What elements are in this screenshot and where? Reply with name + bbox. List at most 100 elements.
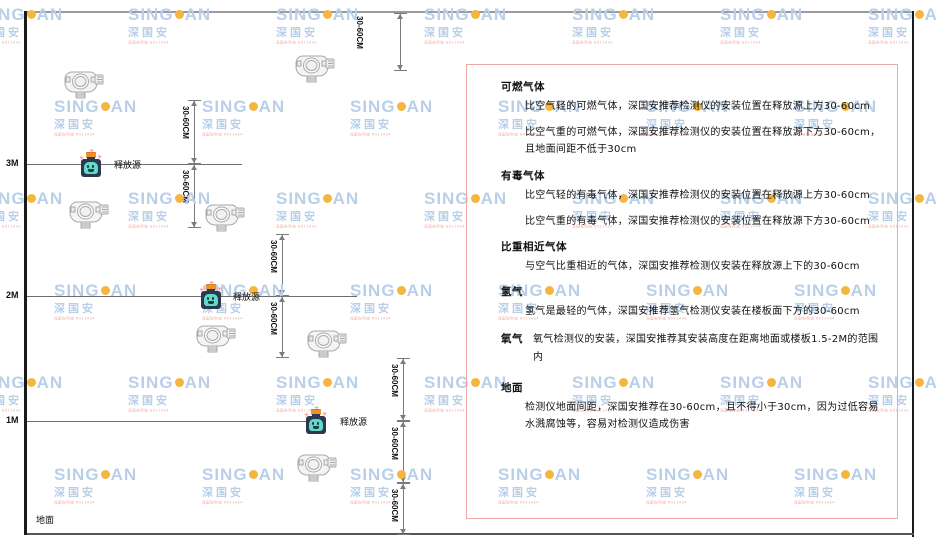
dimension-label-3m-above: 30-60CM — [181, 106, 190, 139]
section-paragraph: 检测仪地面间距，深国安推荐在30-60cm，且不得小于30cm，因为过低容易水溅… — [525, 401, 879, 430]
watermark-small: 深国安科技 6011434 — [350, 132, 392, 137]
watermark-small: 深国安科技 6011434 — [0, 500, 3, 505]
release-source-label-2m: 释放源 — [233, 293, 261, 303]
watermark-cn: 深国安 — [0, 26, 19, 39]
section-paragraph: 比空气轻的有毒气体，深国安推荐检测仪的安装位置在释放源上方30-60cm — [525, 189, 871, 201]
recommendation-section: 有毒气体比空气轻的有毒气体，深国安推荐检测仪的安装位置在释放源上方30-60cm… — [481, 168, 885, 230]
watermark-cn: 深国安 — [0, 394, 19, 407]
watermark-dot — [914, 194, 924, 203]
watermark-cn: 深国安 — [350, 302, 389, 315]
watermark-cn: 深国安 — [350, 118, 389, 131]
level-line-2m — [27, 296, 357, 297]
watermark-small: 深国安科技 6011434 — [54, 316, 96, 321]
axis-label-3m: 3M — [6, 158, 19, 168]
watermark-small: 深国安科技 6011434 — [0, 132, 3, 137]
watermark-dot — [26, 194, 36, 203]
watermark-cn: 深国安 — [54, 486, 93, 499]
axis-label-1m: 1M — [6, 415, 19, 425]
watermark-cn: 深国安 — [202, 118, 241, 131]
watermark-small: 深国安科技 6011434 — [54, 132, 96, 137]
release-source-icon: ✳ ✳ ✳ — [79, 149, 102, 178]
dimension-label-floor: 30-60CM — [390, 489, 399, 522]
gas-detector-icon — [307, 325, 349, 359]
dimension-label-1m-below: 30-60CM — [390, 427, 399, 460]
watermark-small: 深国安科技 6011434 — [720, 40, 762, 45]
right-wall-line — [912, 11, 914, 537]
watermark-dot — [248, 102, 258, 111]
watermark-dot — [322, 194, 332, 203]
section-paragraph: 比空气重的可燃气体，深国安推荐检测仪的安装位置在释放源下方30-60cm，且地面… — [525, 127, 881, 156]
watermark-cn: 深国安 — [54, 302, 93, 315]
watermark-dot — [26, 378, 36, 387]
watermark-cn: 深国安 — [54, 118, 93, 131]
recommendation-section: 氧气 氧气检测仪的安装，深国安推荐其安装高度在距离地面或楼板1.5-2M的范围内 — [481, 329, 885, 373]
watermark-small: 深国安科技 6011434 — [0, 224, 22, 229]
watermark-cn: 深国安 — [276, 26, 315, 39]
recommendation-section: 氢气 氢气是最轻的气体，深国安推荐氢气检测仪安装在楼板面下方的30-60cm — [481, 284, 885, 320]
watermark-dot — [100, 102, 110, 111]
section-paragraph: 氢气是最轻的气体，深国安推荐氢气检测仪安装在楼板面下方的30-60cm — [525, 306, 860, 318]
dimension-label-3m-below: 30-60CM — [181, 170, 190, 203]
watermark-dot — [396, 286, 406, 295]
watermark-small: 深国安科技 6011434 — [0, 408, 22, 413]
watermark-small: 深国安科技 6011434 — [424, 40, 466, 45]
watermark-dot — [248, 470, 258, 479]
watermark-small: 深国安科技 6011434 — [128, 40, 170, 45]
watermark-cn: 深国安 — [276, 210, 315, 223]
release-source-icon: ✳ ✳ ✳ — [199, 281, 222, 310]
ground-label: 地面 — [36, 516, 55, 526]
section-title: 比重相近气体 — [501, 240, 567, 253]
watermark-small: 深国安科技 6011434 — [0, 40, 22, 45]
release-source-label-3m: 释放源 — [114, 161, 142, 171]
floor-line — [24, 533, 914, 535]
watermark-cn: 深国安 — [868, 26, 907, 39]
recommendation-section: 地面 检测仪地面间距，深国安推荐在30-60cm，且不得小于30cm，因为过低容易… — [481, 380, 885, 433]
ceiling-line — [24, 11, 914, 13]
dimension-label-2m-below: 30-60CM — [269, 302, 278, 335]
watermark-cn: 深国安 — [720, 26, 759, 39]
watermark-small: 深国安科技 6011434 — [202, 132, 244, 137]
section-paragraph: 氧气检测仪的安装，深国安推荐其安装高度在距离地面或楼板1.5-2M的范围内 — [533, 334, 879, 363]
watermark-small: 深国安科技 6011434 — [128, 408, 170, 413]
gas-detector-icon — [64, 66, 106, 100]
watermark-cn: 深国安 — [276, 394, 315, 407]
section-title: 可燃气体 — [501, 81, 545, 93]
watermark-cn: 深国安 — [0, 300, 14, 316]
watermark-dot — [322, 378, 332, 387]
watermark-cn: 深国安 — [128, 394, 167, 407]
dimension-label-2m-above: 30-60CM — [269, 240, 278, 273]
release-source-icon: ✳ ✳ ✳ — [304, 406, 327, 435]
gas-detector-icon — [69, 196, 111, 230]
dimension-label-1m-above: 30-60CM — [390, 364, 399, 397]
watermark-cn: 深国安 — [128, 26, 167, 39]
watermark-cn: 深国安 — [572, 26, 611, 39]
watermark-dot — [914, 378, 924, 387]
section-title: 有毒气体 — [501, 169, 545, 182]
recommendation-section: 比重相近气体 与空气比重相近的气体，深国安推荐检测仪安装在释放源上下的30-60c… — [481, 239, 885, 275]
watermark-cn: 深国安 — [0, 484, 14, 500]
